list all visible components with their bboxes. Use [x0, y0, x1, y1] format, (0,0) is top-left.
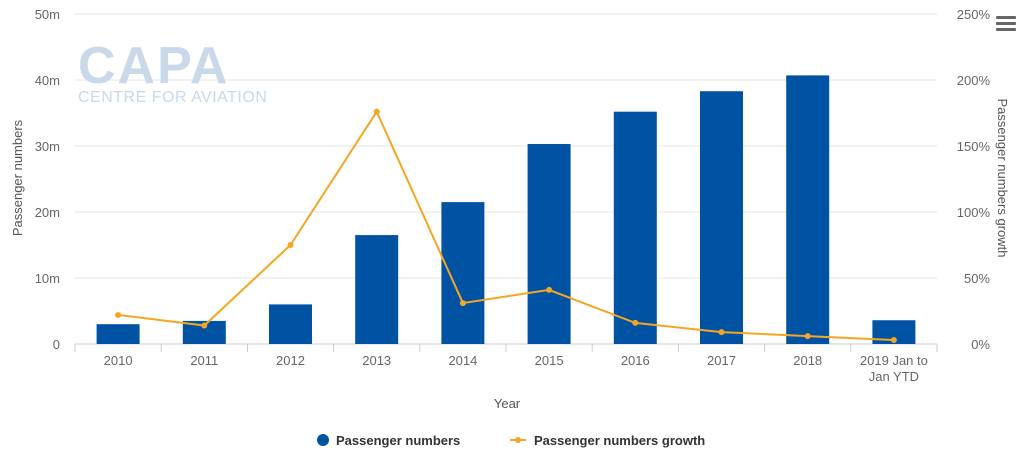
legend: Passenger numbers Passenger numbers grow…	[317, 433, 705, 448]
x-tick-label: 2010	[104, 353, 133, 368]
x-tick-label: 2017	[707, 353, 736, 368]
line-point[interactable]	[632, 319, 639, 326]
x-tick-label: 2011	[190, 353, 218, 368]
bar[interactable]	[441, 202, 485, 344]
x-tick-label: 2014	[448, 353, 477, 368]
bar[interactable]	[527, 144, 571, 344]
y-axis-left-title: Passenger numbers	[10, 119, 25, 236]
growth-line	[117, 109, 894, 342]
legend-item-passenger-numbers[interactable]: Passenger numbers	[317, 433, 460, 448]
x-tick-label: 2013	[362, 353, 391, 368]
y2-tick-label: 200%	[957, 73, 991, 88]
bar[interactable]	[182, 320, 226, 344]
line-point[interactable]	[201, 322, 208, 329]
y-tick-label: 50m	[35, 7, 60, 22]
bar[interactable]	[786, 75, 830, 344]
legend-label-passenger-numbers-growth: Passenger numbers growth	[534, 433, 705, 448]
x-tick-label: 2019 Jan to Jan YTD	[860, 353, 928, 384]
line-point[interactable]	[890, 337, 897, 344]
bar[interactable]	[269, 304, 312, 344]
y-tick-label: 40m	[35, 73, 60, 88]
bar[interactable]	[872, 320, 916, 344]
line-point[interactable]	[459, 300, 466, 307]
bar[interactable]	[613, 111, 657, 345]
legend-item-passenger-numbers-growth[interactable]: Passenger numbers growth	[510, 433, 705, 448]
y2-tick-label: 100%	[957, 205, 991, 220]
line-point[interactable]	[718, 329, 725, 336]
hamburger-menu-icon[interactable]	[996, 16, 1016, 34]
legend-marker-bar	[317, 434, 329, 446]
line-point[interactable]	[373, 108, 380, 115]
y-tick-label: 10m	[35, 271, 60, 286]
y2-tick-label: 150%	[957, 139, 991, 154]
y2-tick-label: 0%	[971, 337, 990, 352]
x-tick-label: 2018	[793, 353, 822, 368]
bar-series-passenger-numbers	[96, 75, 916, 345]
bar[interactable]	[355, 235, 399, 344]
x-tick-label: 2016	[621, 353, 650, 368]
line-point[interactable]	[115, 311, 122, 318]
line-point[interactable]	[804, 333, 811, 340]
line-point[interactable]	[287, 242, 294, 248]
y-tick-label: 30m	[35, 139, 60, 154]
x-axis-ticks: 2010 2011 2012 2013 2014 2015 2016 2017 2018 2019…	[104, 353, 928, 384]
y-axis-left-ticks: 0 10m 20m 30m 40m 50m	[35, 7, 60, 352]
gridlines	[74, 13, 938, 352]
y-axis-right-title: Passenger numbers growth	[995, 99, 1010, 258]
y2-tick-label: 250%	[957, 7, 991, 22]
x-axis-title: Year	[494, 396, 521, 411]
y-tick-label: 0	[53, 337, 60, 352]
x-tick-label: 2015	[535, 353, 564, 368]
bar[interactable]	[96, 324, 140, 344]
legend-marker-dot	[515, 437, 521, 443]
y-tick-label: 20m	[35, 205, 60, 220]
line-point[interactable]	[546, 286, 553, 293]
legend-label-passenger-numbers: Passenger numbers	[336, 433, 460, 448]
y2-tick-label: 50%	[964, 271, 990, 286]
bar[interactable]	[700, 91, 743, 344]
x-tick-label: 2012	[276, 353, 305, 368]
y-axis-right-ticks: 0% 50% 100% 150% 200% 250%	[957, 7, 991, 352]
line-series-passenger-numbers-growth	[115, 108, 897, 344]
